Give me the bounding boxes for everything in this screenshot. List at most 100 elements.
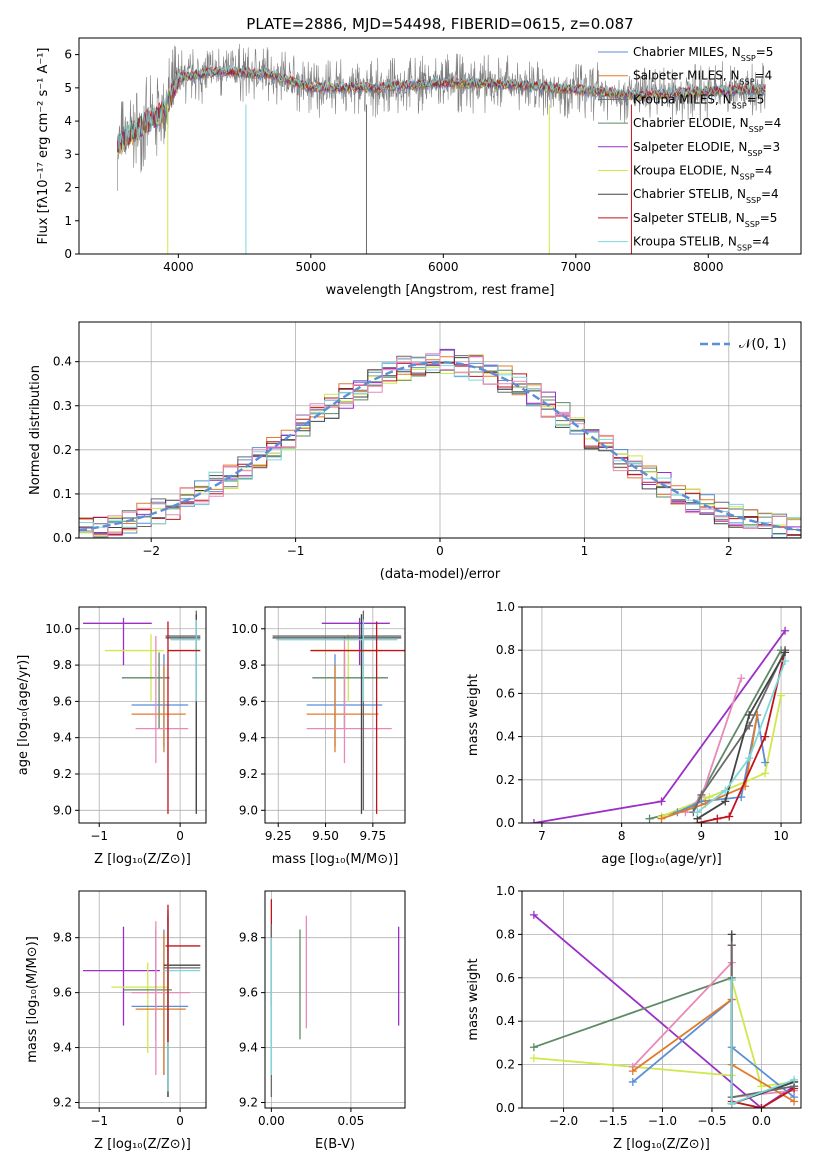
x-tick-label: 0 xyxy=(436,544,444,558)
y-tick-label: 9.4 xyxy=(53,731,72,745)
y-tick-label: 0.4 xyxy=(496,1014,515,1028)
x-axis-label: (data-model)/error xyxy=(380,567,501,582)
series-marker-salpeter_miles xyxy=(628,1067,637,1076)
legend-entry: Kroupa MILES, NSSP=5 xyxy=(633,92,764,110)
y-tick-label: 0.4 xyxy=(496,730,515,744)
legend-entry: Chabrier MILES, NSSP=5 xyxy=(633,45,773,63)
x-tick-label: −0.5 xyxy=(697,1114,726,1128)
series-marker-salpeter_elodie xyxy=(657,797,666,806)
y-tick-label: 3 xyxy=(64,147,72,161)
series-marker-kroupa_stelib xyxy=(721,786,730,795)
legend-entry: Kroupa STELIB, NSSP=4 xyxy=(633,235,770,253)
series-marker-kroupa_stelib xyxy=(790,1075,799,1084)
y-tick-label: 4 xyxy=(64,114,72,128)
y-tick-label: 9.8 xyxy=(53,658,72,672)
y-tick-label: 0.2 xyxy=(496,773,515,787)
histogram-pink xyxy=(79,353,801,538)
series-line-chabrier_miles xyxy=(632,997,795,1098)
series-marker-salpeter_elodie xyxy=(529,819,538,823)
y-tick-label: 0.0 xyxy=(53,531,72,545)
series-marker-kroupa_elodie xyxy=(777,691,786,700)
y-tick-label: 1.0 xyxy=(496,884,515,898)
x-tick-label: 9.75 xyxy=(359,829,386,843)
y-tick-label: 0.0 xyxy=(496,1101,515,1115)
legend-entry: Chabrier STELIB, NSSP=4 xyxy=(633,187,779,205)
y-axis-label: mass weight xyxy=(466,958,481,1040)
series-marker-salpeter_stelib xyxy=(725,812,734,821)
age-vs-Z-plot: −1 0 9.0 9.2 9.4 9.6 9.8 10.0 Z [log₁₀(Z/Z⊙)] age… xyxy=(16,606,207,867)
series-marker-chabrier_stelib xyxy=(781,648,790,657)
series-line-kroupa_elodie xyxy=(661,695,782,818)
y-tick-label: 6 xyxy=(64,48,72,62)
legend-entry: Chabrier ELODIE, NSSP=4 xyxy=(633,116,781,134)
x-axis-label: Z [log₁₀(Z/Z⊙)] xyxy=(94,852,191,867)
x-tick-label: 2 xyxy=(725,544,733,558)
mass-weight-vs-Z-plot: −2.0 −1.5 −1.0 −0.5 0.0 0.0 0.2 0.4 0.6 0.8 1.0 Z [… xyxy=(466,884,802,1152)
y-tick-label: 9.4 xyxy=(53,1041,72,1055)
series-line-kroupa_stelib xyxy=(696,660,786,813)
x-tick-label: 10 xyxy=(773,829,788,843)
x-tick-label: −1.5 xyxy=(598,1114,627,1128)
series-marker-chabrier_elodie xyxy=(529,1043,538,1052)
x-tick-label: 1 xyxy=(581,544,589,558)
series-line-kroupa_miles xyxy=(692,649,786,813)
y-tick-label: 9.2 xyxy=(239,767,258,781)
y-tick-label: 9.6 xyxy=(239,986,258,1000)
y-tick-label: 9.2 xyxy=(239,1096,258,1110)
series-marker-salpeter_miles xyxy=(657,814,666,823)
x-tick-label: 5000 xyxy=(296,260,327,274)
series-marker-salpeter_miles xyxy=(790,1097,799,1106)
y-tick-label: 0 xyxy=(64,247,72,261)
series-marker-kroupa_stelib xyxy=(745,754,754,763)
axes-frame xyxy=(78,37,802,255)
y-tick-label: 0.6 xyxy=(496,971,515,985)
y-tick-label: 0.2 xyxy=(496,1058,515,1072)
x-tick-label: 7000 xyxy=(561,260,592,274)
series-marker-chabrier_stelib xyxy=(721,797,730,806)
residual-histogram-plot: −2 −1 0 1 2 0.0 0.1 0.2 0.3 0.4 (data-model)/error… xyxy=(28,321,802,582)
series-line-chabrier_elodie xyxy=(649,649,782,820)
y-tick-label: 9.6 xyxy=(53,986,72,1000)
error-bars xyxy=(270,899,400,1098)
axes-frame xyxy=(78,606,207,824)
series-marker-pink xyxy=(737,674,746,683)
series-marker-chabrier_miles xyxy=(761,758,770,767)
series-marker-salpeter_stelib xyxy=(713,814,722,823)
y-tick-label: 2 xyxy=(64,181,72,195)
series-marker-salpeter_stelib xyxy=(761,732,770,741)
x-tick-label: −1 xyxy=(287,544,305,558)
error-bars xyxy=(83,610,201,814)
y-tick-label: 9.6 xyxy=(239,694,258,708)
y-tick-label: 10.0 xyxy=(45,622,72,636)
y-tick-label: 9.4 xyxy=(239,731,258,745)
series-marker-chabrier_miles xyxy=(628,1077,637,1086)
weight-lines xyxy=(529,910,799,1108)
x-tick-label: 8000 xyxy=(693,260,724,274)
x-tick-label: 0 xyxy=(176,829,184,843)
series-line-chabrier_stelib xyxy=(730,934,795,1105)
x-tick-label: 0.00 xyxy=(258,1114,285,1128)
series-marker-kroupa_elodie xyxy=(761,769,770,778)
x-axis-label: age [log₁₀(age/yr)] xyxy=(601,852,722,867)
legend-entry: 𝒩(0, 1) xyxy=(739,337,786,352)
y-tick-label: 9.2 xyxy=(53,1096,72,1110)
series-marker-chabrier_elodie xyxy=(645,814,654,823)
legend-entry: Kroupa ELODIE, NSSP=4 xyxy=(633,164,772,182)
series-marker-kroupa_elodie xyxy=(529,1054,538,1063)
legend-entry: Salpeter ELODIE, NSSP=3 xyxy=(633,140,780,158)
axes-frame xyxy=(264,606,406,824)
legend-entry: Salpeter MILES, NSSP=4 xyxy=(633,69,772,87)
series-marker-chabrier_stelib xyxy=(745,711,754,719)
y-tick-label: 0.8 xyxy=(496,927,515,941)
x-tick-label: −2.0 xyxy=(549,1114,578,1128)
mass-vs-Z-plot: −1 0 9.2 9.4 9.6 9.8 Z [log₁₀(Z/Z⊙)] mass [log₁… xyxy=(25,890,207,1152)
x-tick-label: 9.25 xyxy=(265,829,292,843)
y-tick-label: 0.8 xyxy=(496,643,515,657)
series-marker-kroupa_stelib xyxy=(693,808,702,817)
x-tick-label: 7 xyxy=(538,829,546,843)
y-tick-label: 9.0 xyxy=(53,803,72,817)
series-marker-kroupa_elodie xyxy=(757,1082,766,1091)
series-marker-salpeter_stelib xyxy=(757,1104,766,1108)
y-tick-label: 0.1 xyxy=(53,487,72,501)
error-bars xyxy=(272,610,405,814)
